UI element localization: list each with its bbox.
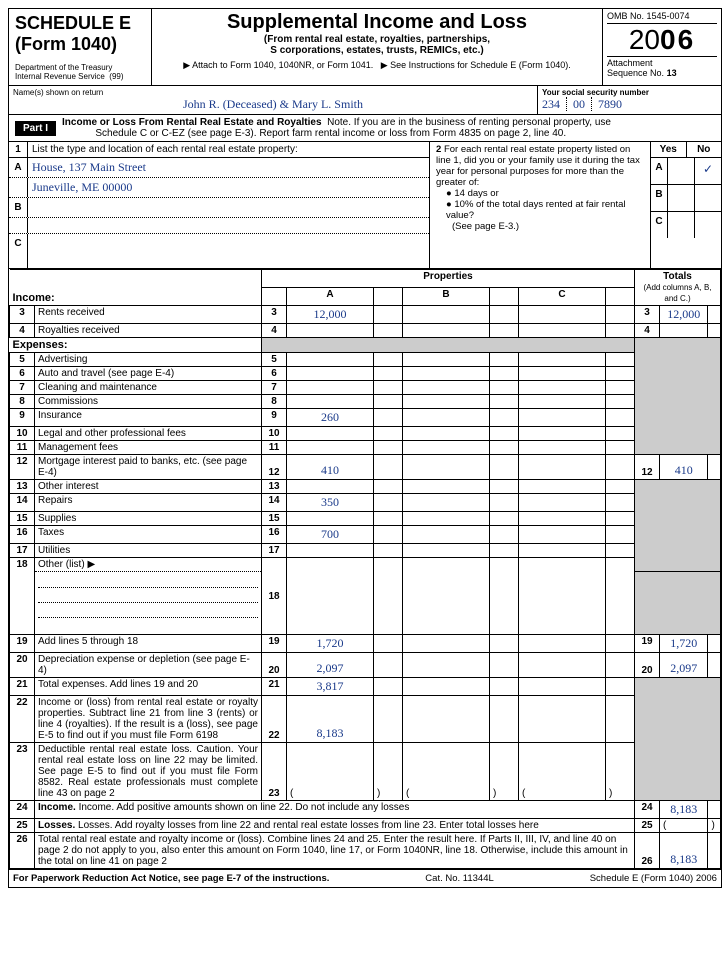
yes-header: Yes xyxy=(651,142,687,157)
expenses-header: Expenses: xyxy=(10,338,262,353)
line-21-label: Total expenses. Add lines 19 and 20 xyxy=(35,678,262,696)
q2-see: (See page E-3.) xyxy=(436,221,644,232)
line-17-label: Utilities xyxy=(35,544,262,558)
line-5-label: Advertising xyxy=(35,353,262,367)
property-a-line1: House, 137 Main Street xyxy=(28,158,429,177)
q1-num: 1 xyxy=(9,142,28,157)
footer: For Paperwork Reduction Act Notice, see … xyxy=(9,869,721,887)
seq-num: 13 xyxy=(667,68,677,78)
line-23-label: Deductible rental real estate loss. Caut… xyxy=(35,743,262,801)
schedule-e-form: SCHEDULE E (Form 1040) Department of the… xyxy=(8,8,722,888)
line-14-label: Repairs xyxy=(35,494,262,512)
see-note: ▶ See Instructions for Schedule E (Form … xyxy=(381,60,571,70)
line-24-label: Income. Add positive amounts shown on li… xyxy=(79,802,410,813)
line-13-label: Other interest xyxy=(35,480,262,494)
col-b: B xyxy=(403,288,490,306)
subtitle-2: S corporations, estates, trusts, REMICs,… xyxy=(156,45,598,56)
line-8-label: Commissions xyxy=(35,395,262,409)
income-header: Income: xyxy=(10,270,262,306)
ssn-1: 234 xyxy=(542,97,560,112)
line-20-label: Depreciation expense or depletion (see p… xyxy=(35,653,262,678)
part-title: Income or Loss From Rental Real Estate a… xyxy=(62,117,322,128)
ssn-3: 7890 xyxy=(598,97,622,112)
part-tag: Part I xyxy=(15,121,56,136)
line-24-total: 8,183 xyxy=(660,801,708,819)
line-3-total: 12,000 xyxy=(660,306,708,324)
irs-num: (99) xyxy=(109,72,123,81)
header: SCHEDULE E (Form 1040) Department of the… xyxy=(9,9,721,86)
col-c: C xyxy=(519,288,606,306)
dept-label: Department of the Treasury xyxy=(15,63,145,72)
line-22-a: 8,183 xyxy=(287,696,374,743)
line-25-label: Losses. Add royalty losses from line 22 … xyxy=(78,820,539,831)
properties-header: Properties xyxy=(262,270,635,288)
schedule-label: SCHEDULE E xyxy=(15,13,145,34)
line-15-label: Supplies xyxy=(35,512,262,526)
form-title: Supplemental Income and Loss xyxy=(156,11,598,34)
line-14-a: 350 xyxy=(287,494,374,512)
line-26-total: 8,183 xyxy=(660,833,708,869)
part-1-header: Part I Income or Loss From Rental Real E… xyxy=(9,115,721,142)
line-10-label: Legal and other professional fees xyxy=(35,427,262,441)
part-note2: Schedule C or C-EZ (see page E-3). Repor… xyxy=(95,128,566,139)
line-3-a: 12,000 xyxy=(287,306,374,324)
part-note: Note. If you are in the business of rent… xyxy=(327,117,611,128)
line-7-label: Cleaning and maintenance xyxy=(35,381,262,395)
q2-a-no: ✓ xyxy=(695,158,721,184)
line-12-a: 410 xyxy=(287,455,374,480)
no-header: No xyxy=(687,142,722,157)
ssn-label: Your social security number xyxy=(542,88,717,97)
questions-1-2: 1List the type and location of each rent… xyxy=(9,142,721,269)
line-19-total: 1,720 xyxy=(660,635,708,653)
property-a-line2: Juneville, ME 00000 xyxy=(28,178,429,197)
line-4-label: Royalties received xyxy=(35,324,262,338)
line-12-label: Mortgage interest paid to banks, etc. (s… xyxy=(35,455,262,480)
line-20-a: 2,097 xyxy=(287,653,374,678)
q2-bullet1: 14 days or xyxy=(454,188,498,199)
footer-right: Schedule E (Form 1040) 2006 xyxy=(590,873,717,884)
line-6-label: Auto and travel (see page E-4) xyxy=(35,367,262,381)
line-16-a: 700 xyxy=(287,526,374,544)
q2-num: 2 xyxy=(436,144,441,155)
irs-label: Internal Revenue Service xyxy=(15,72,105,81)
line-18-label: Other (list) ▶ xyxy=(35,558,262,572)
form-label: (Form 1040) xyxy=(15,34,145,55)
line-9-a: 260 xyxy=(287,409,374,427)
line-19-a: 1,720 xyxy=(287,635,374,653)
footer-mid: Cat. No. 11344L xyxy=(425,873,493,884)
seq-label: Sequence No. xyxy=(607,68,664,78)
subtitle-1: (From rental real estate, royalties, par… xyxy=(156,34,598,45)
col-a: A xyxy=(287,288,374,306)
line-11-label: Management fees xyxy=(35,441,262,455)
tax-year: 06 xyxy=(660,24,695,55)
attach-note: ▶ Attach to Form 1040, 1040NR, or Form 1… xyxy=(183,60,373,70)
line-12-total: 410 xyxy=(660,455,708,480)
line-26-label: Total rental real estate and royalty inc… xyxy=(35,833,635,869)
line-20-total: 2,097 xyxy=(660,653,708,678)
line-22-label: Income or (loss) from rental real estate… xyxy=(35,696,262,743)
q2-text: For each rental real estate property lis… xyxy=(436,144,640,188)
line-16-label: Taxes xyxy=(35,526,262,544)
name-label: Name(s) shown on return xyxy=(13,88,533,97)
line-3-label: Rents received xyxy=(35,306,262,324)
totals-header: Totals xyxy=(663,271,692,282)
q1-text: List the type and location of each renta… xyxy=(28,142,429,157)
line-19-label: Add lines 5 through 18 xyxy=(35,635,262,653)
line-9-label: Insurance xyxy=(35,409,262,427)
omb-label: OMB No. 1545-0074 xyxy=(607,11,717,24)
attachment-label: Attachment xyxy=(607,58,653,68)
line-21-a: 3,817 xyxy=(287,678,374,696)
totals-sub: (Add columns A, B, and C.) xyxy=(643,283,711,303)
name-ssn-row: Name(s) shown on return John R. (Decease… xyxy=(9,86,721,115)
q2-bullet2: 10% of the total days rented at fair ren… xyxy=(446,199,626,221)
main-table: Income: Properties Totals(Add columns A,… xyxy=(9,269,721,869)
footer-left: For Paperwork Reduction Act Notice, see … xyxy=(13,873,329,884)
taxpayer-name: John R. (Deceased) & Mary L. Smith xyxy=(13,97,533,112)
ssn-2: 00 xyxy=(573,97,585,112)
